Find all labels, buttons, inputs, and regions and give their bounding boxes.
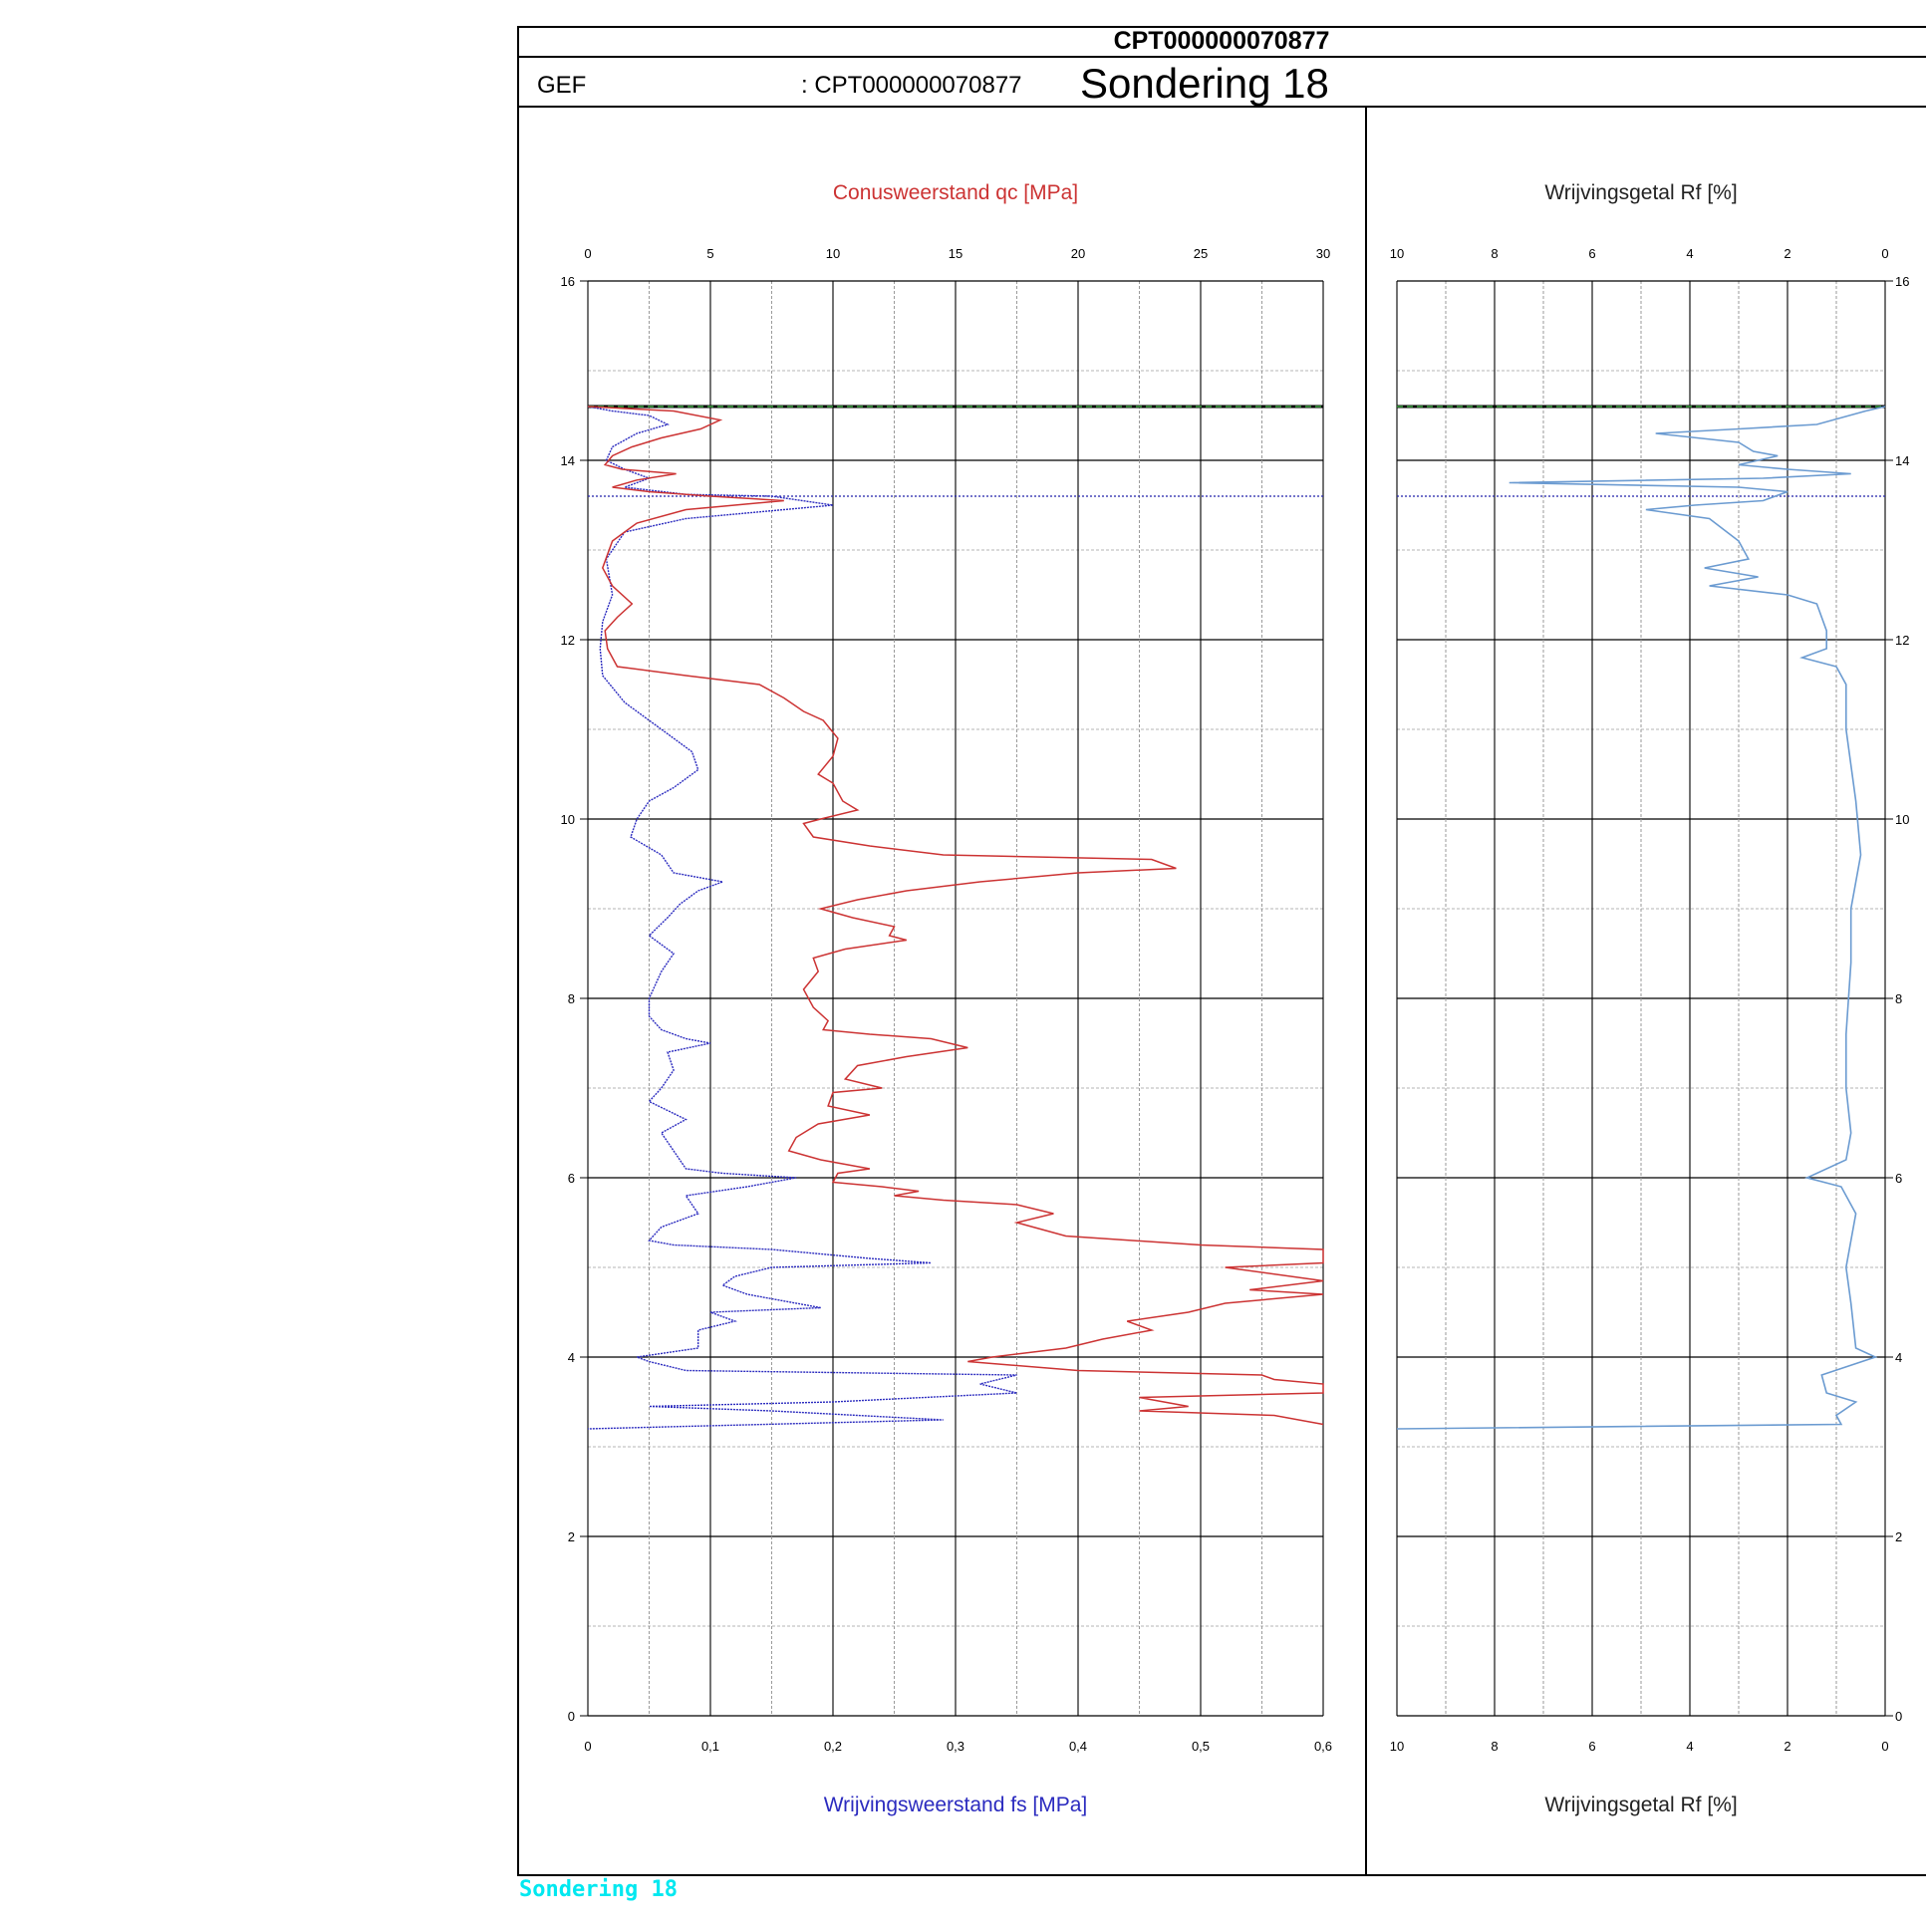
y-tick-label: 8 — [1895, 991, 1902, 1006]
x-bottom-tick-label: 0,1 — [701, 1739, 719, 1754]
sounding-name: Sondering 18 — [1080, 60, 1329, 107]
y-tick-label: 2 — [568, 1529, 575, 1544]
x-bottom-tick-label: 0,6 — [1314, 1739, 1332, 1754]
x-bottom-tick-label: 0,5 — [1192, 1739, 1210, 1754]
title-row: CPT000000070877 — [517, 26, 1926, 58]
x-top-tick-label: 10 — [1390, 246, 1404, 261]
x-top-tick-label: 25 — [1194, 246, 1208, 261]
rf-axis-title-bottom: Wrijvingsgetal Rf [%] — [1544, 1794, 1737, 1816]
y-tick-label: 12 — [1895, 633, 1909, 648]
x-top-tick-label: 0 — [1881, 246, 1888, 261]
y-tick-label: 8 — [568, 991, 575, 1006]
x-top-tick-label: 30 — [1316, 246, 1330, 261]
x-bottom-tick-label: 0 — [1881, 1739, 1888, 1754]
y-tick-label: 6 — [1895, 1171, 1902, 1186]
x-bottom-tick-label: 10 — [1390, 1739, 1404, 1754]
y-tick-label: 0 — [1895, 1709, 1902, 1724]
x-bottom-tick-label: 0 — [584, 1739, 591, 1754]
y-tick-label: 4 — [568, 1350, 575, 1365]
y-tick-label: 2 — [1895, 1529, 1902, 1544]
x-top-tick-label: 0 — [584, 246, 591, 261]
panel-divider — [1365, 108, 1367, 1876]
y-tick-label: 4 — [1895, 1350, 1902, 1365]
y-tick-label: 14 — [561, 453, 575, 468]
y-tick-label: 16 — [1895, 274, 1909, 289]
x-top-tick-label: 8 — [1491, 246, 1498, 261]
header-row: GEF : CPT000000070877 Sondering 18 — [517, 58, 1926, 108]
y-tick-label: 14 — [1895, 453, 1909, 468]
x-bottom-tick-label: 8 — [1491, 1739, 1498, 1754]
fs-axis-title: Wrijvingsweerstand fs [MPa] — [824, 1794, 1088, 1816]
qc-series-line — [587, 406, 1324, 1426]
x-top-tick-label: 5 — [706, 246, 713, 261]
qc-axis-title: Conusweerstand qc [MPa] — [833, 181, 1078, 204]
gef-label: GEF — [537, 72, 587, 99]
footer-label: Sondering 18 — [519, 1877, 678, 1902]
chart-frame — [517, 26, 1926, 1876]
fs-series-line — [587, 406, 1017, 1430]
y-tick-label: 10 — [561, 812, 575, 827]
x-bottom-tick-label: 0,4 — [1069, 1739, 1087, 1754]
gef-id: : CPT000000070877 — [801, 72, 1022, 99]
x-bottom-tick-label: 2 — [1784, 1739, 1790, 1754]
y-tick-label: 16 — [561, 274, 575, 289]
x-bottom-tick-label: 6 — [1588, 1739, 1595, 1754]
y-tick-label: 0 — [568, 1709, 575, 1724]
x-top-tick-label: 10 — [826, 246, 840, 261]
x-top-tick-label: 4 — [1686, 246, 1693, 261]
x-top-tick-label: 6 — [1588, 246, 1595, 261]
rf-series-line — [1396, 406, 1886, 1430]
x-top-tick-label: 20 — [1071, 246, 1085, 261]
x-bottom-tick-label: 0,2 — [824, 1739, 842, 1754]
y-tick-label: 10 — [1895, 812, 1909, 827]
page-title: CPT000000070877 — [1113, 27, 1330, 55]
x-top-tick-label: 15 — [949, 246, 963, 261]
rf-axis-title-top: Wrijvingsgetal Rf [%] — [1544, 181, 1737, 204]
x-bottom-tick-label: 4 — [1686, 1739, 1693, 1754]
y-tick-label: 6 — [568, 1171, 575, 1186]
y-tick-label: 12 — [561, 633, 575, 648]
x-bottom-tick-label: 0,3 — [947, 1739, 964, 1754]
x-top-tick-label: 2 — [1784, 246, 1790, 261]
